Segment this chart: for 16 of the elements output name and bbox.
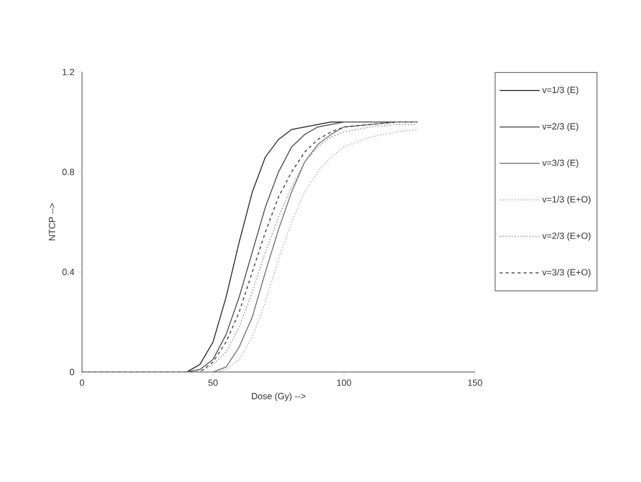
x-axis-title: Dose (Gy) -->	[252, 392, 306, 402]
y-tick-label: 0.4	[62, 268, 74, 276]
x-tick-label: 0	[80, 380, 84, 386]
legend-label: v=1/3 (E)	[542, 86, 578, 95]
y-tick-label: 1.2	[62, 68, 74, 76]
x-tick-label: 100	[337, 380, 352, 386]
legend-label: v=2/3 (E+O)	[542, 232, 590, 241]
legend-label: v=1/3 (E+O)	[542, 196, 590, 204]
x-tick-label: 150	[468, 380, 482, 386]
y-tick-label: 0	[70, 368, 74, 376]
y-axis-title: NTCP -->	[48, 203, 56, 240]
x-tick-label: 50	[208, 380, 218, 386]
legend-label: v=3/3 (E+O)	[542, 268, 590, 278]
legend-label: v=3/3 (E)	[542, 159, 578, 168]
y-tick-label: 0.8	[62, 168, 74, 176]
legend-label: v=2/3 (E)	[542, 122, 578, 132]
